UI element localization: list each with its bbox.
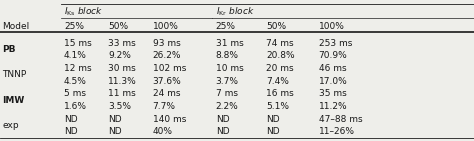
Text: 16 ms: 16 ms xyxy=(266,89,294,98)
Text: 47–88 ms: 47–88 ms xyxy=(319,115,362,124)
Text: 253 ms: 253 ms xyxy=(319,38,352,48)
Text: 25%: 25% xyxy=(216,22,236,31)
Text: 33 ms: 33 ms xyxy=(108,38,136,48)
Text: 4.1%: 4.1% xyxy=(64,51,87,60)
Text: ND: ND xyxy=(266,115,280,124)
Text: 93 ms: 93 ms xyxy=(153,38,181,48)
Text: 2.2%: 2.2% xyxy=(216,102,238,111)
Text: Model: Model xyxy=(2,22,29,31)
Text: $I_{\mathrm{Ks}}$ block: $I_{\mathrm{Ks}}$ block xyxy=(64,6,103,18)
Text: $I_{\mathrm{Kr}}$ block: $I_{\mathrm{Kr}}$ block xyxy=(216,6,255,18)
Text: ND: ND xyxy=(64,115,78,124)
Text: 37.6%: 37.6% xyxy=(153,77,182,86)
Text: 1.6%: 1.6% xyxy=(64,102,87,111)
Text: TNNP: TNNP xyxy=(2,70,27,79)
Text: exp: exp xyxy=(2,121,19,130)
Text: 11.3%: 11.3% xyxy=(108,77,137,86)
Text: 100%: 100% xyxy=(319,22,345,31)
Text: 25%: 25% xyxy=(64,22,84,31)
Text: 30 ms: 30 ms xyxy=(108,64,136,73)
Text: 4.5%: 4.5% xyxy=(64,77,87,86)
Text: 46 ms: 46 ms xyxy=(319,64,346,73)
Text: 11.2%: 11.2% xyxy=(319,102,347,111)
Text: 8.8%: 8.8% xyxy=(216,51,239,60)
Text: 74 ms: 74 ms xyxy=(266,38,294,48)
Text: ND: ND xyxy=(64,127,78,136)
Text: 7.4%: 7.4% xyxy=(266,77,289,86)
Text: 5 ms: 5 ms xyxy=(64,89,86,98)
Text: 140 ms: 140 ms xyxy=(153,115,186,124)
Text: 5.1%: 5.1% xyxy=(266,102,290,111)
Text: 7 ms: 7 ms xyxy=(216,89,237,98)
Text: 12 ms: 12 ms xyxy=(64,64,91,73)
Text: 24 ms: 24 ms xyxy=(153,89,180,98)
Text: 40%: 40% xyxy=(153,127,173,136)
Text: 102 ms: 102 ms xyxy=(153,64,186,73)
Text: 20 ms: 20 ms xyxy=(266,64,294,73)
Text: ND: ND xyxy=(266,127,280,136)
Text: 17.0%: 17.0% xyxy=(319,77,347,86)
Text: 7.7%: 7.7% xyxy=(153,102,176,111)
Text: 11–26%: 11–26% xyxy=(319,127,355,136)
Text: PB: PB xyxy=(2,45,16,54)
Text: ND: ND xyxy=(108,115,122,124)
Text: 100%: 100% xyxy=(153,22,179,31)
Text: ND: ND xyxy=(216,115,229,124)
Text: 15 ms: 15 ms xyxy=(64,38,92,48)
Text: 50%: 50% xyxy=(108,22,128,31)
Text: 11 ms: 11 ms xyxy=(108,89,136,98)
Text: 35 ms: 35 ms xyxy=(319,89,346,98)
Text: ND: ND xyxy=(108,127,122,136)
Text: 3.5%: 3.5% xyxy=(108,102,131,111)
Text: 50%: 50% xyxy=(266,22,286,31)
Text: 70.9%: 70.9% xyxy=(319,51,347,60)
Text: ND: ND xyxy=(216,127,229,136)
Text: 10 ms: 10 ms xyxy=(216,64,244,73)
Text: 3.7%: 3.7% xyxy=(216,77,239,86)
Text: 26.2%: 26.2% xyxy=(153,51,181,60)
Text: IMW: IMW xyxy=(2,96,25,105)
Text: 31 ms: 31 ms xyxy=(216,38,244,48)
Text: 20.8%: 20.8% xyxy=(266,51,295,60)
Text: 9.2%: 9.2% xyxy=(108,51,131,60)
